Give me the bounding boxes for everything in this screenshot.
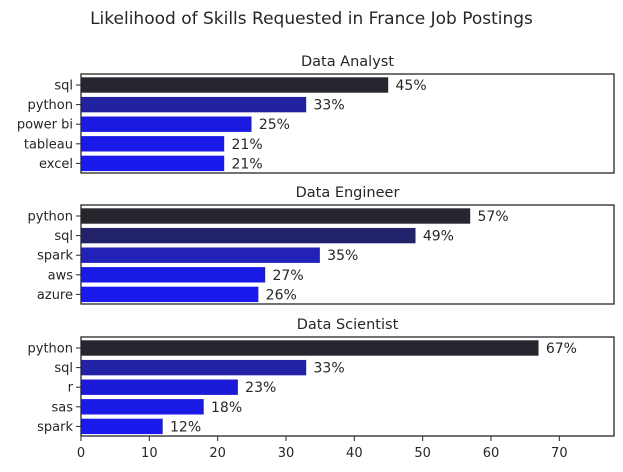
panel-1: Data Analyst sql 45% python 33% power bi 25% ta… xyxy=(17,54,615,174)
y-tick-label: azure xyxy=(37,288,73,303)
data-label: 23% xyxy=(245,380,276,396)
data-label: 49% xyxy=(423,229,454,245)
y-tick-label: sql xyxy=(54,79,73,94)
y-tick-label: tableau xyxy=(24,137,73,152)
bar-sas xyxy=(80,398,205,416)
panel-title: Data Analyst xyxy=(301,54,394,70)
bar-aws xyxy=(80,266,266,284)
data-label: 21% xyxy=(232,137,263,153)
x-tick-label: 0 xyxy=(77,446,85,461)
bar-spark xyxy=(80,418,164,435)
data-label: 27% xyxy=(273,268,304,284)
y-tick-label: aws xyxy=(48,268,74,283)
panels: Data Analyst sql 45% python 33% power bi 25% ta… xyxy=(17,54,615,461)
y-tick-label: r xyxy=(68,381,74,396)
data-label: 67% xyxy=(546,341,577,357)
x-tick-label: 30 xyxy=(278,446,295,461)
y-tick-label: sas xyxy=(51,400,73,415)
panel-2: Data Engineer python 57% sql 49% spark 35% aws 2… xyxy=(28,185,615,305)
axes-frame xyxy=(80,336,615,437)
data-label: 33% xyxy=(314,98,345,114)
axes-frame xyxy=(80,204,615,305)
bar-sql xyxy=(80,359,307,376)
y-tick-label: python xyxy=(28,210,73,225)
data-label: 26% xyxy=(266,287,297,303)
data-label: 12% xyxy=(170,419,201,435)
axes-frame xyxy=(80,73,615,174)
y-tick-label: python xyxy=(28,98,73,113)
data-label: 18% xyxy=(211,400,242,416)
y-tick-label: spark xyxy=(37,249,73,264)
y-tick-label: python xyxy=(28,342,73,357)
y-tick-label: excel xyxy=(39,157,73,172)
x-tick-label: 40 xyxy=(346,446,363,461)
figure-title: Likelihood of Skills Requested in France… xyxy=(90,9,533,29)
bar-tableau xyxy=(80,135,225,153)
data-label: 35% xyxy=(327,248,358,264)
bar-azure xyxy=(80,286,259,303)
bar-spark xyxy=(80,246,321,264)
bar-power-bi xyxy=(80,115,253,133)
data-label: 57% xyxy=(478,209,509,225)
bar-sql xyxy=(80,76,389,94)
data-label: 45% xyxy=(396,78,427,94)
y-tick-label: sql xyxy=(54,229,73,244)
bar-excel xyxy=(80,155,225,172)
y-tick-label: power bi xyxy=(17,118,73,133)
x-tick-label: 70 xyxy=(551,446,568,461)
bar-python xyxy=(80,339,540,357)
x-tick-label: 10 xyxy=(141,446,158,461)
bar-python xyxy=(80,96,307,113)
data-label: 33% xyxy=(314,361,345,377)
bar-sql xyxy=(80,227,417,244)
x-tick-label: 20 xyxy=(209,446,226,461)
panel-title: Data Engineer xyxy=(296,185,400,201)
data-label: 25% xyxy=(259,117,290,133)
x-tick-label: 60 xyxy=(483,446,500,461)
panel-3: Data Scientist python 67% sql 33% r 23% sas 18% s… xyxy=(28,317,615,461)
y-tick-label: sql xyxy=(54,361,73,376)
data-label: 21% xyxy=(232,156,263,172)
panel-title: Data Scientist xyxy=(297,317,399,333)
x-tick-label: 50 xyxy=(414,446,431,461)
y-tick-label: spark xyxy=(37,420,73,435)
bar-python xyxy=(80,207,471,225)
bar-r xyxy=(80,378,239,396)
